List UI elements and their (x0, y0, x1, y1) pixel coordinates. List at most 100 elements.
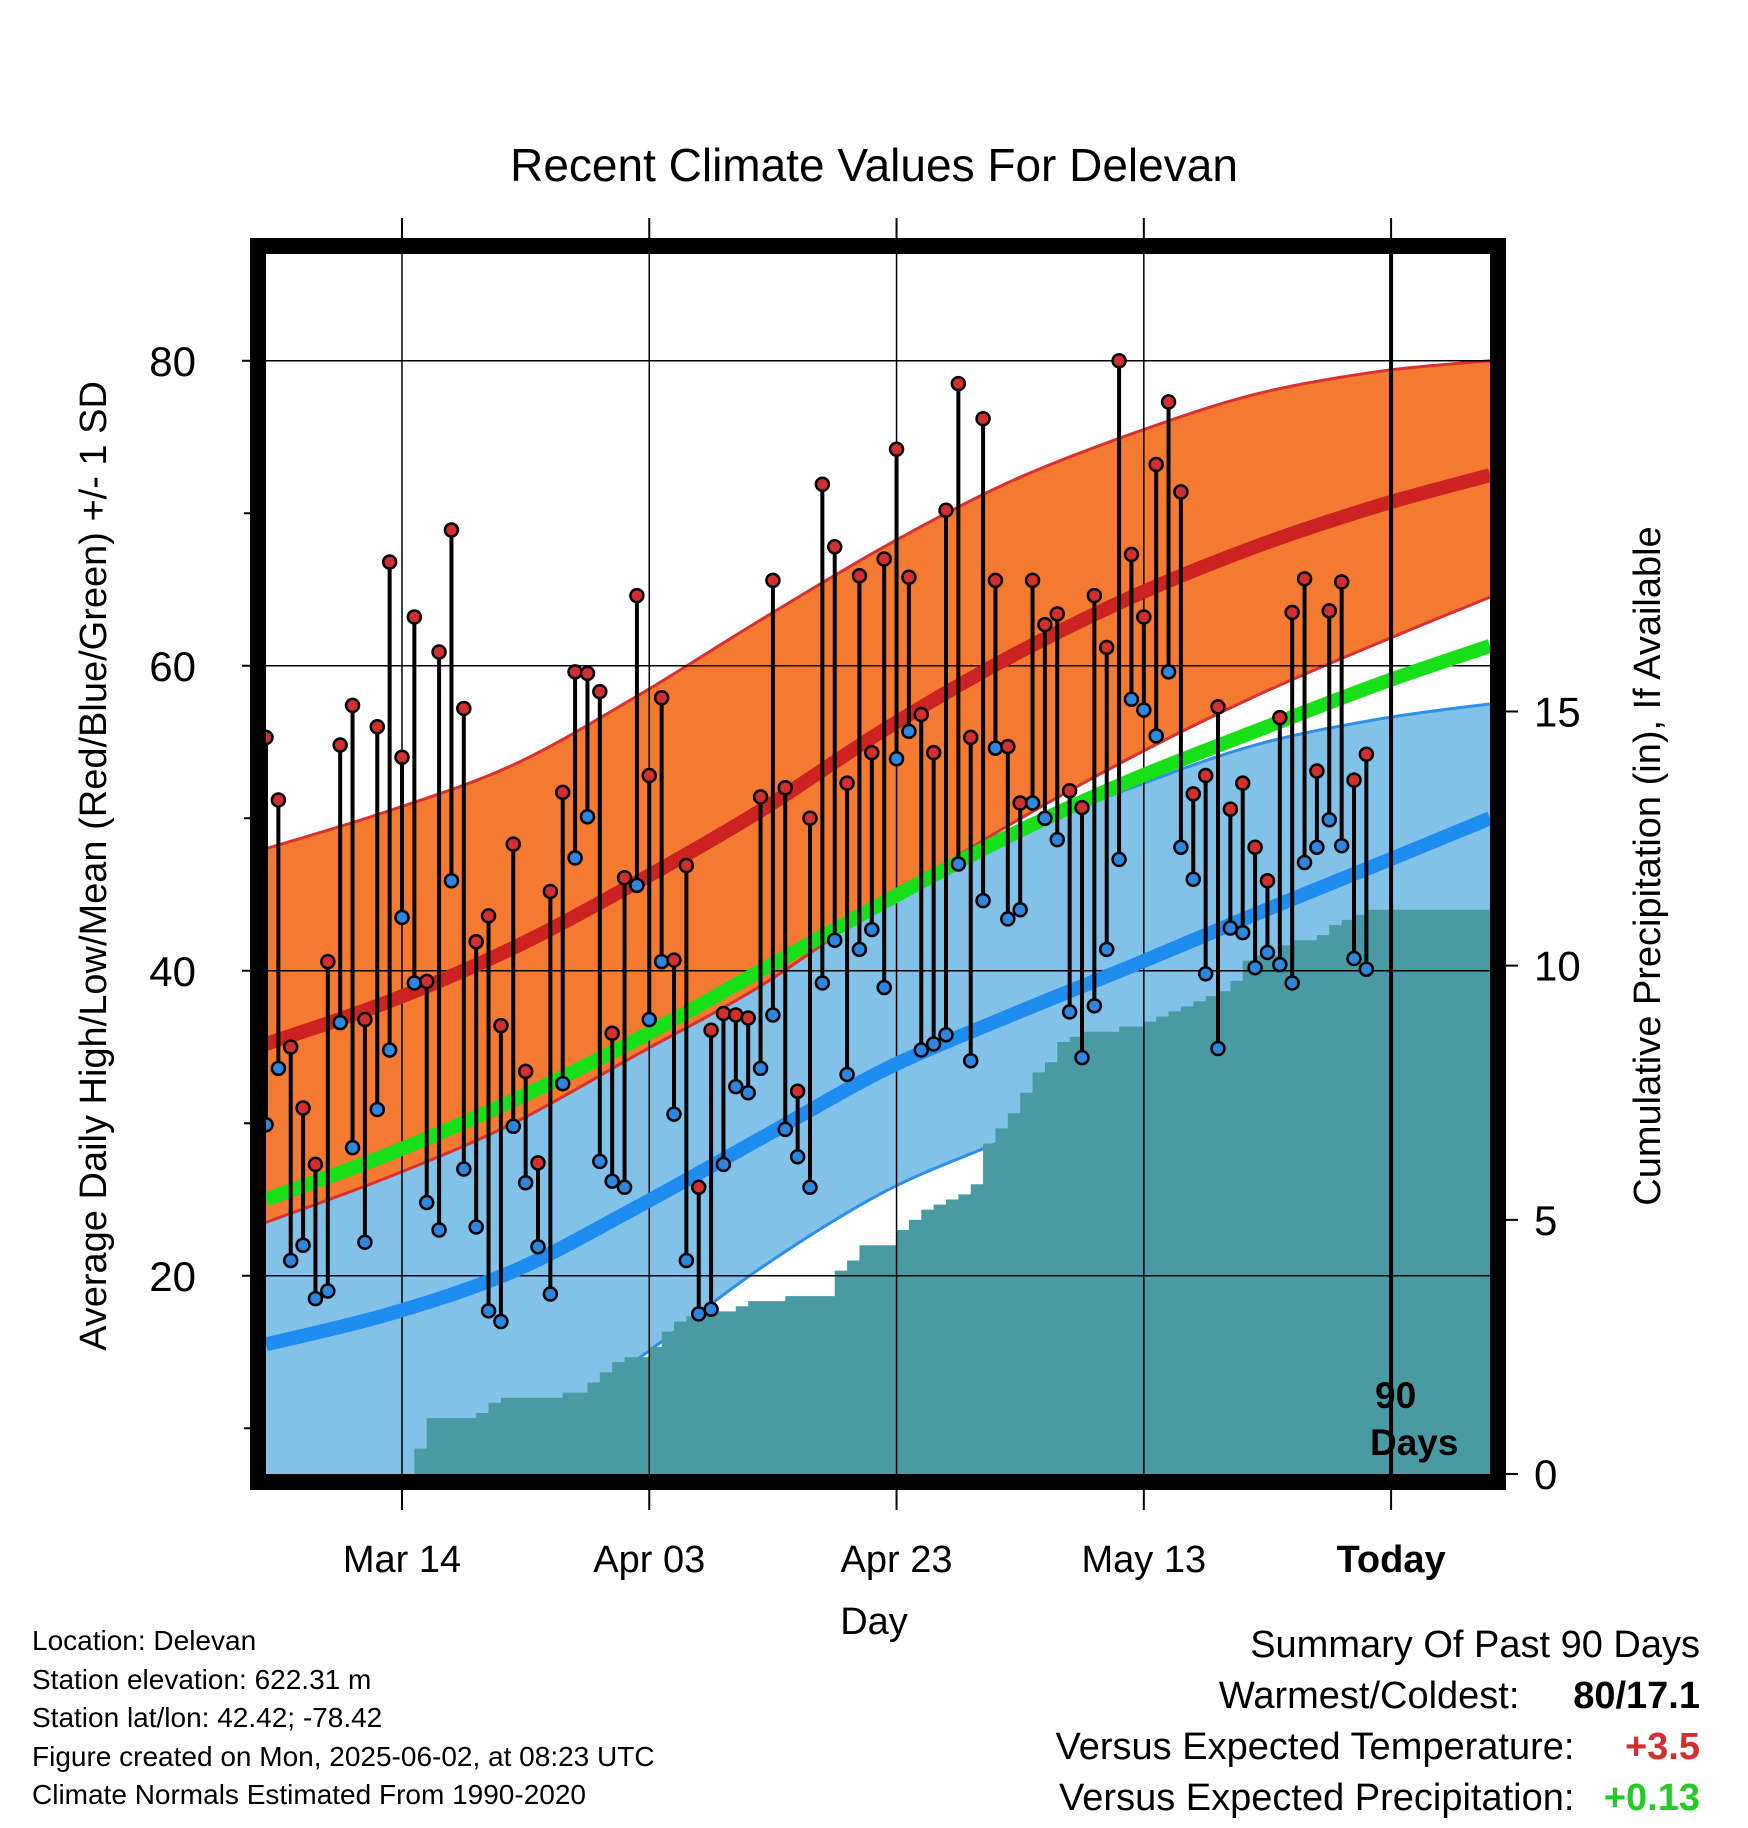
x-axis-label: Day (840, 1601, 908, 1643)
low-point-64 (1049, 831, 1066, 848)
summary-title: Summary Of Past 90 Days (1250, 1624, 1700, 1666)
today-label-line1: 90 (1375, 1375, 1416, 1416)
high-point-13 (418, 973, 435, 990)
daily-high-low (266, 353, 1375, 1330)
y2-tick-label-2: 10 (1534, 943, 1581, 990)
low-point-54 (925, 1036, 942, 1052)
high-point-69 (1111, 353, 1127, 369)
low-point-66 (1074, 1049, 1090, 1066)
low-point-60 (1000, 911, 1016, 927)
high-point-81 (1259, 873, 1276, 889)
low-point-4 (307, 1290, 324, 1307)
x-tick-label-2: Apr 23 (841, 1539, 953, 1581)
high-point-18 (480, 908, 497, 924)
high-point-45 (814, 476, 831, 493)
low-point-41 (765, 1007, 781, 1023)
high-point-88 (1346, 772, 1362, 788)
high-point-59 (987, 572, 1004, 589)
low-point-38 (728, 1078, 744, 1095)
today-label-line2: Days (1370, 1422, 1458, 1463)
high-point-66 (1074, 799, 1090, 816)
high-point-16 (456, 700, 472, 717)
low-point-31 (641, 1011, 658, 1028)
x-tick-label-1: Apr 03 (593, 1539, 705, 1581)
high-point-8 (357, 1011, 373, 1028)
high-point-6 (332, 737, 348, 753)
high-point-0 (266, 729, 274, 746)
high-point-75 (1185, 786, 1202, 802)
low-point-82 (1272, 956, 1288, 973)
low-point-81 (1259, 944, 1276, 961)
high-point-15 (443, 522, 460, 538)
high-point-25 (567, 664, 583, 680)
low-point-15 (443, 873, 460, 889)
low-point-88 (1346, 950, 1362, 967)
x-tick-label-3: May 13 (1082, 1539, 1207, 1581)
high-point-64 (1049, 606, 1066, 622)
low-point-55 (938, 1027, 954, 1043)
high-point-39 (740, 1010, 756, 1026)
low-point-50 (876, 979, 892, 996)
low-point-68 (1098, 941, 1115, 958)
low-point-32 (653, 953, 670, 970)
high-point-11 (394, 749, 410, 765)
high-point-27 (592, 683, 608, 700)
high-point-48 (851, 568, 868, 584)
low-point-22 (530, 1239, 546, 1255)
high-point-46 (826, 539, 843, 555)
low-point-25 (567, 850, 583, 866)
low-point-23 (542, 1286, 559, 1302)
high-point-4 (307, 1156, 324, 1173)
low-point-26 (579, 808, 596, 825)
low-point-8 (357, 1234, 373, 1250)
high-point-28 (604, 1025, 620, 1042)
low-normal-band (266, 703, 1490, 1474)
precipitation-area (266, 909, 1490, 1474)
low-point-52 (901, 723, 917, 740)
high-point-43 (789, 1083, 806, 1099)
high-point-19 (493, 1017, 509, 1034)
low-point-59 (987, 740, 1004, 756)
high-point-2 (282, 1039, 299, 1055)
low-point-34 (678, 1252, 695, 1269)
high-point-52 (901, 569, 917, 586)
high-point-73 (1160, 394, 1177, 410)
high-point-29 (616, 869, 633, 886)
high-point-89 (1358, 746, 1375, 762)
high-point-72 (1148, 456, 1164, 473)
low-point-72 (1148, 728, 1164, 744)
high-point-60 (1000, 738, 1016, 755)
high-point-56 (950, 375, 967, 392)
low-point-47 (839, 1066, 855, 1083)
low-point-39 (740, 1085, 756, 1101)
low-point-71 (1136, 702, 1152, 718)
high-point-10 (381, 554, 398, 570)
high-point-85 (1309, 763, 1325, 779)
low-point-75 (1185, 871, 1202, 887)
low-point-37 (715, 1156, 732, 1173)
high-point-54 (925, 744, 942, 761)
low-point-69 (1111, 851, 1127, 868)
high-point-53 (913, 706, 930, 723)
y2-tick-label-1: 5 (1534, 1197, 1557, 1244)
low-point-45 (814, 975, 831, 991)
high-point-20 (505, 836, 522, 852)
high-point-35 (690, 1179, 707, 1196)
low-point-86 (1321, 812, 1338, 828)
low-point-20 (505, 1118, 522, 1135)
low-point-80 (1247, 959, 1263, 976)
y2-tick-label-0: 0 (1534, 1451, 1557, 1498)
high-point-42 (777, 780, 794, 796)
low-point-57 (962, 1052, 979, 1069)
high-point-23 (542, 883, 559, 900)
high-point-87 (1333, 574, 1350, 590)
temp-anomaly-value: +3.5 (1624, 1726, 1700, 1768)
low-point-1 (270, 1060, 287, 1077)
y-tick-label-3: 80 (149, 338, 196, 385)
high-point-71 (1136, 609, 1152, 625)
high-point-44 (802, 810, 818, 826)
high-point-50 (876, 551, 892, 567)
high-point-82 (1272, 709, 1288, 726)
low-point-2 (282, 1252, 299, 1269)
temp-anomaly-label: Versus Expected Temperature: (1055, 1726, 1575, 1768)
